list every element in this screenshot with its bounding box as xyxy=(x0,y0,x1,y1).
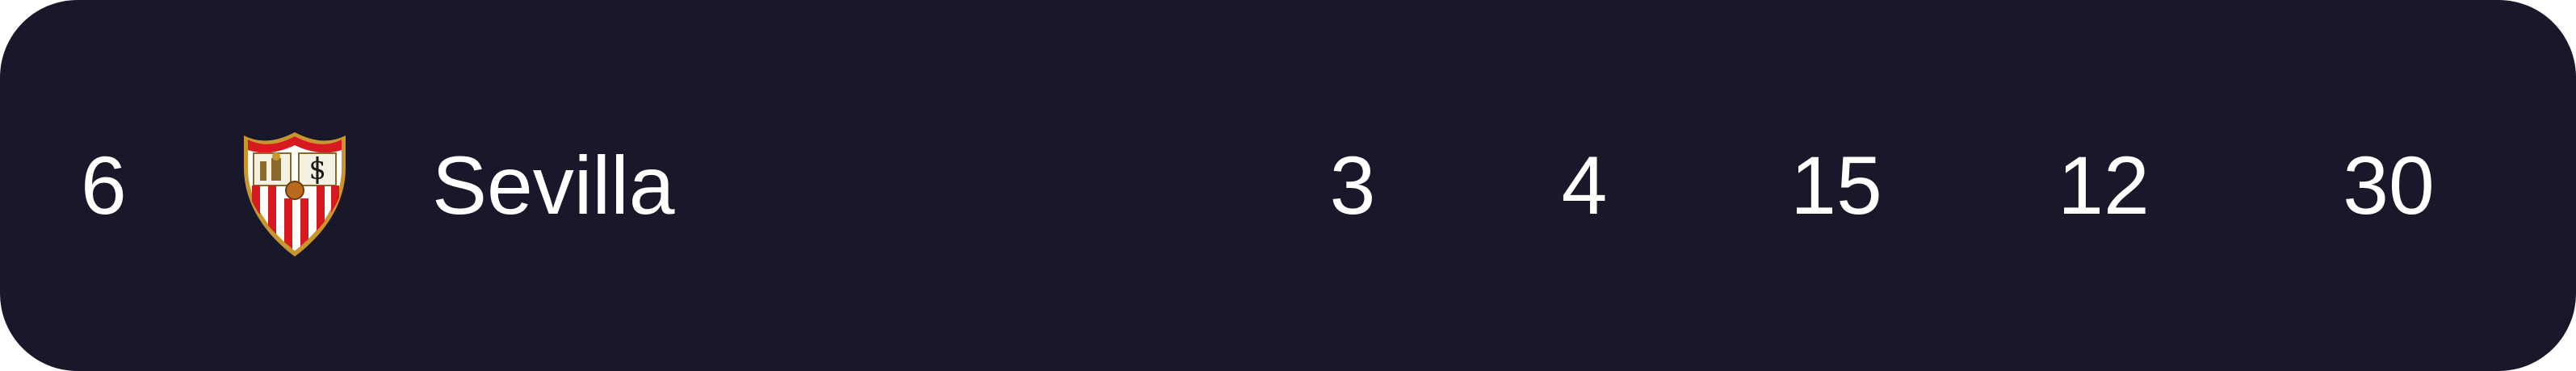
stat-2: 4 xyxy=(1561,140,1608,231)
stat-4: 12 xyxy=(2058,140,2150,231)
stat-5: 30 xyxy=(2343,140,2435,231)
sevilla-crest-icon: S xyxy=(244,132,346,256)
stat-1: 3 xyxy=(1329,140,1376,231)
team-name[interactable]: Sevilla xyxy=(432,140,675,231)
team-position: 6 xyxy=(81,140,127,231)
stat-3: 15 xyxy=(1790,140,1882,231)
